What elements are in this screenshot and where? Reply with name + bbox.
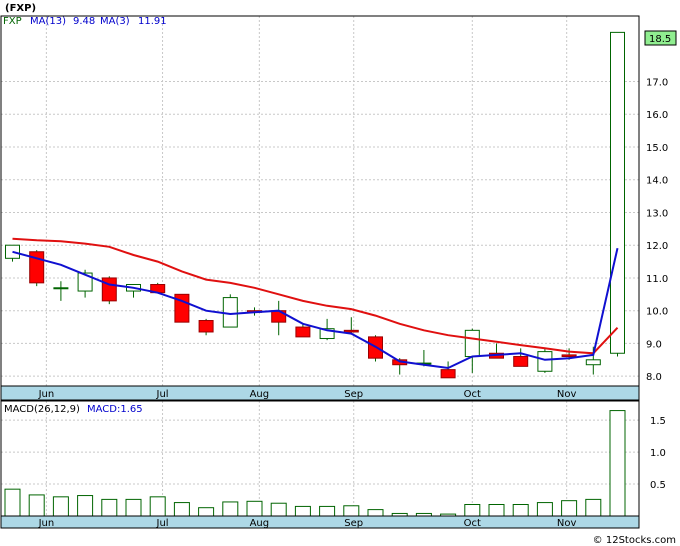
macd-month-label: Nov	[557, 518, 577, 529]
macd-month-band	[0, 515, 640, 529]
macd-y-tick-label: 1.5	[650, 416, 666, 427]
candle-body	[77, 272, 93, 292]
macd-bar	[149, 496, 166, 517]
macd-bar	[4, 488, 21, 517]
price-month-label: Aug	[250, 389, 270, 400]
candle-body	[53, 287, 69, 290]
macd-bar	[464, 504, 481, 517]
price-y-tick-label: 8.0	[646, 372, 662, 383]
ma3-line	[12, 247, 619, 370]
macd-month-label: Jul	[156, 518, 169, 529]
macd-grid	[1, 401, 639, 516]
macd-bar	[125, 498, 142, 517]
watermark: © 12Stocks.com	[593, 535, 676, 546]
macd-bar	[609, 410, 626, 517]
price-month-band	[0, 385, 640, 401]
macd-bar	[294, 505, 311, 517]
macd-legend-value: MACD:1.65	[87, 404, 143, 415]
price-y-tick-label: 17.0	[646, 77, 668, 88]
legend-ma3-value: 11.91	[138, 16, 167, 27]
macd-bar	[319, 505, 336, 517]
macd-bar	[222, 501, 239, 517]
macd-month-label: Aug	[250, 518, 270, 529]
macd-month-labels: Jun Jul Aug Sep Oct Nov	[38, 518, 577, 529]
macd-bar	[367, 509, 384, 517]
candle-body	[610, 31, 625, 354]
macd-bar	[512, 504, 529, 517]
macd-y-axis: 0.5 1.0 1.5	[650, 416, 666, 491]
macd-bar	[561, 500, 578, 517]
macd-bar	[585, 498, 602, 517]
candle-body	[440, 369, 456, 379]
macd-month-label: Jun	[38, 518, 55, 529]
chart-title: (FXP)	[5, 3, 36, 14]
macd-bar	[77, 495, 94, 517]
candle-body	[343, 329, 359, 333]
macd-bar	[173, 502, 190, 517]
macd-month-label: Oct	[464, 518, 481, 529]
price-month-label: Nov	[557, 389, 577, 400]
legend-ma13-value: 9.48	[73, 16, 95, 27]
candle-body	[513, 356, 529, 367]
legend-ma3-label: MA(3)	[100, 16, 130, 27]
last-price-box	[644, 30, 677, 46]
macd-y-tick-label: 0.5	[650, 480, 666, 491]
candle-body	[319, 328, 335, 340]
price-y-tick-label: 11.0	[646, 274, 668, 285]
price-grid	[1, 16, 639, 386]
candle-body	[561, 354, 577, 358]
macd-y-tick-label: 1.0	[650, 448, 666, 459]
macd-bar	[270, 502, 287, 517]
price-y-tick-label: 12.0	[646, 241, 668, 252]
legend-ma13-label: MA(13)	[30, 16, 66, 27]
price-y-tick-label: 15.0	[646, 143, 668, 154]
price-month-label: Jul	[156, 389, 169, 400]
price-month-label: Sep	[344, 389, 363, 400]
macd-legend-label: MACD(26,12,9)	[4, 404, 80, 415]
macd-bar	[246, 500, 263, 517]
macd-bar	[101, 498, 118, 517]
price-month-labels: Jun Jul Aug Sep Oct Nov	[38, 389, 577, 400]
last-price-label: 18.5	[649, 34, 671, 45]
macd-bar	[488, 504, 505, 517]
ma13-line	[12, 237, 619, 355]
price-y-tick-label: 10.0	[646, 307, 668, 318]
price-y-tick-label: 16.0	[646, 110, 668, 121]
price-month-label: Jun	[38, 389, 55, 400]
macd-bar	[343, 505, 360, 517]
macd-month-label: Sep	[344, 518, 363, 529]
price-y-axis: 8.0 9.0 10.0 11.0 12.0 13.0 14.0 15.0 16.0 17.0	[646, 77, 668, 383]
price-y-tick-label: 13.0	[646, 208, 668, 219]
candle-body	[5, 244, 20, 259]
candle-body	[295, 326, 311, 338]
candle-body	[101, 277, 117, 302]
macd-bar	[198, 507, 215, 517]
macd-bar	[536, 502, 553, 517]
candle-body	[585, 359, 601, 366]
candle-body	[537, 351, 553, 372]
candle-body	[464, 329, 480, 358]
legend-ticker: FXP	[3, 16, 22, 27]
price-y-tick-label: 9.0	[646, 339, 662, 350]
price-y-tick-label: 14.0	[646, 176, 668, 187]
price-month-label: Oct	[464, 389, 481, 400]
macd-bars	[4, 410, 626, 517]
macd-bar	[28, 494, 45, 517]
price-lines	[12, 237, 619, 370]
macd-bar	[52, 496, 69, 517]
candle-body	[198, 320, 214, 333]
